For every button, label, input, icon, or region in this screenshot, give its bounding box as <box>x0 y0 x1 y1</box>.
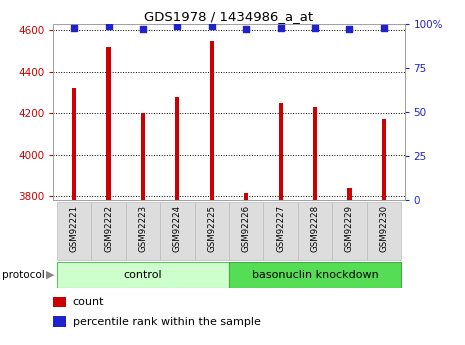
Bar <box>141 113 145 200</box>
Point <box>105 23 112 29</box>
Text: GSM92226: GSM92226 <box>242 205 251 252</box>
Title: GDS1978 / 1434986_a_at: GDS1978 / 1434986_a_at <box>145 10 313 23</box>
Text: GSM92223: GSM92223 <box>139 205 147 252</box>
Point <box>277 25 285 30</box>
FancyBboxPatch shape <box>367 202 401 260</box>
FancyBboxPatch shape <box>57 262 229 288</box>
Point <box>380 25 388 30</box>
Bar <box>210 41 214 200</box>
Bar <box>175 97 179 200</box>
Text: ▶: ▶ <box>46 270 54 280</box>
Text: count: count <box>73 297 104 307</box>
Point <box>173 23 181 29</box>
FancyBboxPatch shape <box>160 202 194 260</box>
Text: GSM92230: GSM92230 <box>379 205 388 252</box>
Text: basonuclin knockdown: basonuclin knockdown <box>252 270 379 280</box>
Text: GSM92227: GSM92227 <box>276 205 285 252</box>
FancyBboxPatch shape <box>332 202 367 260</box>
Bar <box>347 188 352 200</box>
Text: GSM92225: GSM92225 <box>207 205 216 252</box>
Bar <box>279 103 283 200</box>
FancyBboxPatch shape <box>126 202 160 260</box>
Bar <box>53 316 66 327</box>
Text: protocol: protocol <box>2 270 45 280</box>
Bar <box>53 297 66 307</box>
Text: GSM92222: GSM92222 <box>104 205 113 252</box>
Point <box>139 27 146 32</box>
Text: GSM92229: GSM92229 <box>345 205 354 252</box>
FancyBboxPatch shape <box>194 202 229 260</box>
Point <box>346 27 353 32</box>
FancyBboxPatch shape <box>57 202 91 260</box>
FancyBboxPatch shape <box>229 202 264 260</box>
Bar <box>244 193 248 200</box>
Bar <box>382 119 386 200</box>
Bar <box>106 47 111 200</box>
FancyBboxPatch shape <box>229 262 401 288</box>
Point <box>208 23 215 29</box>
FancyBboxPatch shape <box>298 202 332 260</box>
Text: control: control <box>124 270 162 280</box>
Text: percentile rank within the sample: percentile rank within the sample <box>73 317 261 326</box>
FancyBboxPatch shape <box>91 202 126 260</box>
Bar <box>313 107 317 200</box>
FancyBboxPatch shape <box>264 202 298 260</box>
Text: GSM92228: GSM92228 <box>311 205 319 252</box>
Point <box>243 27 250 32</box>
Bar <box>72 88 76 200</box>
Text: GSM92224: GSM92224 <box>173 205 182 252</box>
Point <box>70 25 78 30</box>
Text: GSM92221: GSM92221 <box>70 205 79 252</box>
Point <box>312 25 319 30</box>
